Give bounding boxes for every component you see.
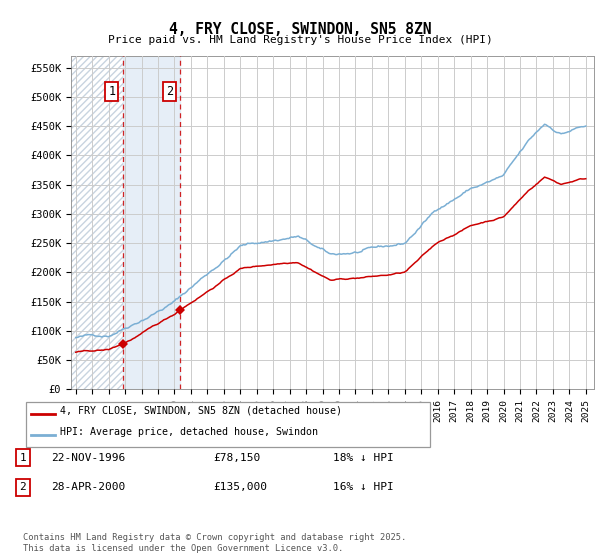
Text: 4, FRY CLOSE, SWINDON, SN5 8ZN: 4, FRY CLOSE, SWINDON, SN5 8ZN	[169, 22, 431, 38]
Text: 1: 1	[108, 85, 115, 97]
Text: 22-NOV-1996: 22-NOV-1996	[51, 452, 125, 463]
Text: HPI: Average price, detached house, Swindon: HPI: Average price, detached house, Swin…	[60, 427, 318, 437]
Text: 16% ↓ HPI: 16% ↓ HPI	[333, 482, 394, 492]
Text: 28-APR-2000: 28-APR-2000	[51, 482, 125, 492]
Text: Contains HM Land Registry data © Crown copyright and database right 2025.
This d: Contains HM Land Registry data © Crown c…	[23, 533, 406, 553]
Text: £135,000: £135,000	[213, 482, 267, 492]
Bar	[123, 56, 180, 389]
Text: 1: 1	[19, 452, 26, 463]
Text: Price paid vs. HM Land Registry's House Price Index (HPI): Price paid vs. HM Land Registry's House …	[107, 35, 493, 45]
Text: 4, FRY CLOSE, SWINDON, SN5 8ZN (detached house): 4, FRY CLOSE, SWINDON, SN5 8ZN (detached…	[60, 405, 342, 416]
Text: 2: 2	[19, 482, 26, 492]
FancyBboxPatch shape	[26, 402, 430, 447]
Text: £78,150: £78,150	[213, 452, 260, 463]
Text: 2: 2	[166, 85, 173, 97]
Text: 18% ↓ HPI: 18% ↓ HPI	[333, 452, 394, 463]
